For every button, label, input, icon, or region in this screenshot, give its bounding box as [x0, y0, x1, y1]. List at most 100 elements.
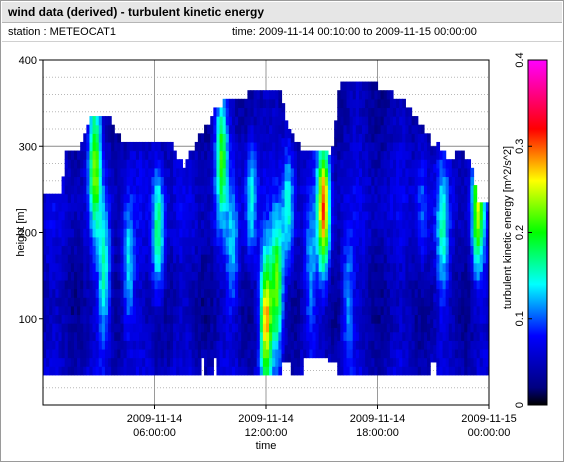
heatmap-cell: [371, 254, 376, 264]
heatmap-cell: [331, 292, 335, 303]
heatmap-cell: [321, 254, 326, 264]
heatmap-cell: [219, 228, 224, 238]
heatmap-cell: [436, 348, 441, 359]
heatmap-cell: [290, 271, 295, 281]
heatmap-cell: [169, 236, 174, 247]
heatmap-cell: [250, 185, 255, 195]
heatmap-cell: [61, 357, 66, 367]
heatmap-cell: [176, 219, 180, 229]
heatmap-cell: [420, 202, 425, 212]
heatmap-cell: [374, 159, 379, 169]
heatmap-cell: [371, 271, 376, 281]
heatmap-cell: [417, 124, 422, 134]
heatmap-cell: [433, 318, 437, 328]
heatmap-cell: [433, 163, 437, 173]
heatmap-cell: [399, 219, 403, 229]
heatmap-cell: [362, 202, 366, 212]
heatmap-cell: [117, 159, 122, 169]
heatmap-cell: [464, 279, 468, 290]
heatmap-cell: [52, 314, 56, 324]
heatmap-cell: [160, 271, 165, 281]
heatmap-cell: [272, 331, 276, 341]
heatmap-cell: [225, 323, 230, 333]
heatmap-cell: [479, 357, 484, 367]
heatmap-cell: [256, 159, 261, 169]
heatmap-cell: [101, 254, 106, 264]
heatmap-cell: [256, 185, 261, 195]
heatmap-cell: [349, 245, 354, 255]
heatmap-cell: [300, 262, 304, 272]
heatmap-cell: [343, 116, 348, 126]
heatmap-cell: [467, 185, 472, 195]
heatmap-cell: [427, 357, 431, 367]
heatmap-cell: [331, 310, 335, 320]
heatmap-cell: [80, 314, 84, 324]
heatmap-cell: [73, 357, 78, 367]
heatmap-cell: [191, 297, 196, 307]
heatmap-cell: [411, 348, 416, 359]
heatmap-cell: [445, 297, 450, 307]
heatmap-cell: [182, 167, 187, 178]
heatmap-cell: [300, 323, 304, 333]
heatmap-cell: [290, 279, 295, 290]
heatmap-cell: [163, 150, 168, 160]
heatmap-cell: [244, 167, 249, 178]
heatmap-cell: [235, 297, 239, 307]
heatmap-cell: [135, 340, 140, 350]
heatmap-cell: [235, 150, 239, 160]
heatmap-cell: [117, 210, 122, 221]
heatmap-cell: [312, 271, 317, 281]
heatmap-cell: [83, 357, 87, 367]
heatmap-cell: [476, 357, 481, 367]
heatmap-cell: [108, 219, 112, 229]
colorbar-tick-label: 0.3: [514, 139, 526, 154]
heatmap-cell: [293, 254, 298, 264]
heatmap-cell: [331, 284, 335, 294]
heatmap-cell: [442, 340, 447, 350]
heatmap-cell: [358, 159, 363, 169]
heatmap-cell: [315, 340, 320, 350]
heatmap-cell: [64, 167, 69, 178]
heatmap-cell: [420, 124, 425, 134]
heatmap-cell: [49, 331, 53, 341]
heatmap-cell: [126, 210, 131, 221]
heatmap-cell: [306, 176, 310, 186]
heatmap-cell: [92, 167, 97, 178]
heatmap-cell: [67, 357, 72, 367]
heatmap-cell: [352, 254, 357, 264]
heatmap-cell: [318, 348, 323, 359]
heatmap-cell: [343, 245, 348, 255]
heatmap-cell: [392, 236, 397, 247]
heatmap-cell: [312, 228, 317, 238]
heatmap-cell: [396, 366, 400, 376]
heatmap-cell: [281, 215, 286, 225]
heatmap-cell: [231, 107, 236, 117]
heatmap-cell: [108, 124, 112, 134]
heatmap-cell: [163, 210, 168, 221]
heatmap-cell: [247, 193, 252, 203]
heatmap-cell: [383, 254, 388, 264]
heatmap-cell: [231, 219, 236, 229]
heatmap-cell: [296, 202, 301, 212]
heatmap-cell: [207, 150, 211, 160]
x-tick-label-time: 18:00:00: [356, 427, 399, 439]
heatmap-cell: [166, 323, 171, 333]
heatmap-cell: [371, 366, 376, 376]
heatmap-cell: [207, 185, 211, 195]
heatmap-cell: [470, 366, 475, 376]
heatmap-cell: [83, 141, 87, 152]
heatmap-cell: [266, 331, 270, 341]
heatmap-cell: [83, 254, 87, 264]
heatmap-cell: [269, 210, 273, 221]
heatmap-cell: [448, 176, 453, 186]
heatmap-cell: [250, 133, 255, 143]
heatmap-cell: [386, 305, 391, 316]
heatmap-cell: [377, 366, 382, 376]
heatmap-cell: [210, 116, 214, 126]
heatmap-cell: [362, 133, 366, 143]
heatmap-cell: [430, 267, 434, 277]
heatmap-cell: [389, 159, 394, 169]
heatmap-cell: [284, 180, 289, 190]
heatmap-cell: [417, 219, 422, 229]
heatmap-cell: [278, 141, 283, 152]
